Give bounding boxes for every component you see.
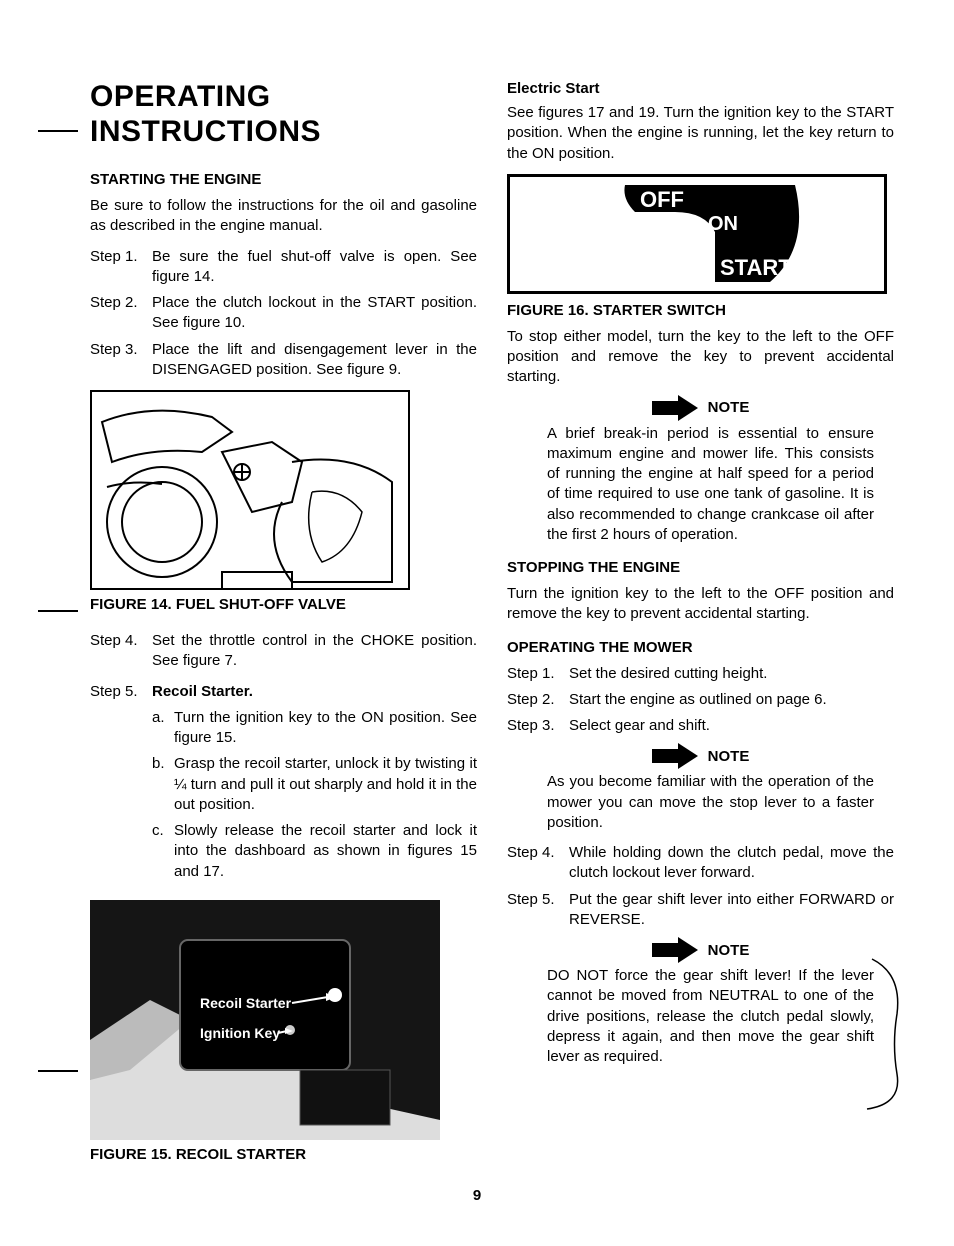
fuel-valve-illustration [92,392,410,590]
step-4: Step 4. Set the throttle control in the … [90,631,477,672]
electric-start-text: See figures 17 and 19. Turn the ignition… [507,103,894,164]
left-column: OPERATING INSTRUCTIONS STARTING THE ENGI… [90,80,477,1171]
mower-step-1: Step 1. Set the desired cutting height. [507,664,894,684]
note-3-header: NOTE [507,940,894,960]
binding-mark [38,1070,78,1072]
binding-mark [38,130,78,132]
mower-step-4: Step 4. While holding down the clutch pe… [507,843,894,884]
starter-switch-illustration [510,177,890,297]
note-2-header: NOTE [507,746,894,766]
recoil-starter-photo [90,900,440,1140]
note-1-body: A brief break-in period is essential to … [507,424,894,546]
right-column: Electric Start See figures 17 and 19. Tu… [507,80,894,1171]
step-5c: c. Slowly release the recoil starter and… [90,821,477,882]
step-5: Step 5. Recoil Starter. [90,682,477,702]
figure-16: OFF ON START FIGURE 16. STARTER SWITCH [507,174,894,319]
figure-16-caption: FIGURE 16. STARTER SWITCH [507,302,894,319]
mower-step-3: Step 3. Select gear and shift. [507,716,894,736]
step-2: Step 2. Place the clutch lockout in the … [90,293,477,334]
bracket-curve-icon [862,954,922,1114]
note-arrow-icon [652,398,702,418]
switch-off-label: OFF [640,187,684,213]
step-3: Step 3. Place the lift and disengagement… [90,340,477,381]
heading-stopping-engine: STOPPING THE ENGINE [507,559,894,576]
note-1-header: NOTE [507,398,894,418]
switch-on-label: ON [708,213,738,236]
note-arrow-icon [652,746,702,766]
figure-14: FIGURE 14. FUEL SHUT-OFF VALVE [90,390,477,613]
note-2-body: As you become familiar with the operatio… [507,772,894,833]
step-5b: b. Grasp the recoil starter, unlock it b… [90,754,477,815]
binding-mark [38,610,78,612]
stop-model-text: To stop either model, turn the key to th… [507,327,894,388]
mower-step-2: Step 2. Start the engine as outlined on … [507,690,894,710]
heading-operating-mower: OPERATING THE MOWER [507,639,894,656]
stopping-engine-text: Turn the ignition key to the left to the… [507,584,894,625]
intro-text: Be sure to follow the instructions for t… [90,196,477,237]
page-title: OPERATING INSTRUCTIONS [90,80,477,149]
mower-step-5: Step 5. Put the gear shift lever into ei… [507,890,894,931]
heading-electric-start: Electric Start [507,80,894,97]
figure-15-caption: FIGURE 15. RECOIL STARTER [90,1146,477,1163]
note-arrow-icon [652,940,702,960]
page-number: 9 [473,1187,481,1204]
page-content: OPERATING INSTRUCTIONS STARTING THE ENGI… [90,80,894,1171]
step-5a: a. Turn the ignition key to the ON posit… [90,708,477,749]
figure-14-caption: FIGURE 14. FUEL SHUT-OFF VALVE [90,596,477,613]
step-1: Step 1. Be sure the fuel shut-off valve … [90,247,477,288]
fig15-ignition-label: Ignition Key [200,1025,280,1041]
fig15-recoil-label: Recoil Starter [200,995,291,1011]
note-3-body: DO NOT force the gear shift lever! If th… [507,966,894,1067]
figure-15: Recoil Starter Ignition Key FIGURE 15. R… [90,900,477,1163]
heading-starting-engine: STARTING THE ENGINE [90,171,477,188]
switch-start-label: START [720,255,792,281]
